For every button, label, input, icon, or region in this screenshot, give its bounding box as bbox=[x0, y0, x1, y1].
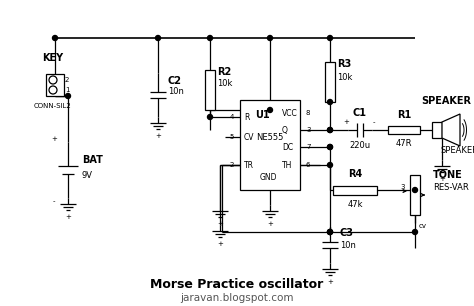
Text: R3: R3 bbox=[337, 59, 351, 69]
Text: 9V: 9V bbox=[82, 170, 93, 180]
Text: C2: C2 bbox=[168, 76, 182, 86]
Text: SPEAKER: SPEAKER bbox=[421, 96, 471, 106]
Text: cv: cv bbox=[419, 223, 427, 229]
Text: 4: 4 bbox=[229, 114, 234, 120]
Circle shape bbox=[328, 128, 332, 132]
Text: +: + bbox=[217, 221, 223, 227]
Text: R2: R2 bbox=[217, 67, 231, 77]
Text: Q: Q bbox=[282, 125, 288, 135]
Circle shape bbox=[208, 35, 212, 40]
Text: +: + bbox=[439, 176, 445, 182]
Text: 5: 5 bbox=[229, 134, 234, 140]
Circle shape bbox=[155, 35, 161, 40]
Bar bbox=[46, 74, 64, 96]
Text: RES-VAR: RES-VAR bbox=[433, 182, 469, 192]
Circle shape bbox=[328, 128, 332, 132]
Text: Morse Practice oscillator: Morse Practice oscillator bbox=[150, 278, 324, 292]
Text: -: - bbox=[373, 119, 375, 125]
Circle shape bbox=[53, 35, 57, 40]
Polygon shape bbox=[442, 114, 460, 146]
Text: +: + bbox=[267, 221, 273, 227]
Bar bbox=[325, 62, 335, 102]
Text: U1: U1 bbox=[255, 110, 269, 120]
Circle shape bbox=[412, 188, 418, 192]
Text: 220u: 220u bbox=[349, 141, 371, 150]
Circle shape bbox=[328, 144, 332, 150]
Circle shape bbox=[267, 107, 273, 113]
Circle shape bbox=[328, 144, 332, 150]
Text: CV: CV bbox=[244, 132, 255, 141]
Text: 3: 3 bbox=[306, 127, 310, 133]
Text: C3: C3 bbox=[340, 228, 354, 238]
Text: 2: 2 bbox=[229, 162, 234, 168]
Bar bbox=[205, 70, 215, 110]
Bar bbox=[333, 185, 377, 195]
Text: DC: DC bbox=[282, 143, 293, 151]
Text: R1: R1 bbox=[397, 110, 411, 120]
Circle shape bbox=[328, 230, 332, 234]
Text: 2: 2 bbox=[65, 77, 69, 83]
Text: KEY: KEY bbox=[43, 53, 64, 63]
Text: 10k: 10k bbox=[217, 80, 232, 88]
Circle shape bbox=[267, 35, 273, 40]
Circle shape bbox=[412, 230, 418, 234]
Text: 3: 3 bbox=[401, 184, 405, 190]
Text: CONN-SIL2: CONN-SIL2 bbox=[34, 103, 72, 109]
Text: GND: GND bbox=[259, 173, 277, 181]
Text: +: + bbox=[343, 119, 349, 125]
Circle shape bbox=[328, 230, 332, 234]
Text: +: + bbox=[155, 133, 161, 139]
Text: NE555: NE555 bbox=[256, 132, 283, 141]
Bar bbox=[240, 100, 300, 190]
Circle shape bbox=[49, 76, 57, 84]
Text: BAT: BAT bbox=[82, 155, 103, 165]
Text: 10k: 10k bbox=[337, 73, 352, 81]
Text: 47R: 47R bbox=[396, 139, 412, 148]
Text: VCC: VCC bbox=[282, 109, 298, 118]
Circle shape bbox=[328, 230, 332, 234]
Text: TR: TR bbox=[244, 161, 254, 170]
Text: 7: 7 bbox=[306, 144, 310, 150]
Text: +: + bbox=[65, 214, 71, 220]
Text: 8: 8 bbox=[306, 110, 310, 116]
Text: TONE: TONE bbox=[433, 170, 463, 180]
Bar bbox=[432, 122, 442, 138]
Bar bbox=[388, 126, 420, 134]
Text: 1: 1 bbox=[65, 87, 70, 93]
Text: +: + bbox=[327, 279, 333, 285]
Text: 10n: 10n bbox=[340, 241, 356, 249]
Text: SPEAKER: SPEAKER bbox=[441, 146, 474, 155]
Text: R4: R4 bbox=[348, 169, 362, 179]
Text: C1: C1 bbox=[353, 108, 367, 118]
Circle shape bbox=[328, 35, 332, 40]
Circle shape bbox=[328, 162, 332, 167]
Text: R: R bbox=[244, 113, 249, 121]
Bar bbox=[410, 175, 420, 215]
Circle shape bbox=[328, 99, 332, 105]
Text: TH: TH bbox=[282, 161, 292, 170]
Text: +: + bbox=[217, 241, 223, 247]
Text: 6: 6 bbox=[306, 162, 310, 168]
Text: 47k: 47k bbox=[347, 200, 363, 209]
Circle shape bbox=[65, 94, 71, 99]
Text: jaravan.blogspot.com: jaravan.blogspot.com bbox=[180, 293, 294, 303]
Text: -: - bbox=[53, 198, 55, 204]
Circle shape bbox=[49, 86, 57, 94]
Circle shape bbox=[208, 114, 212, 120]
Text: 10n: 10n bbox=[168, 87, 184, 95]
Text: +: + bbox=[51, 136, 57, 142]
